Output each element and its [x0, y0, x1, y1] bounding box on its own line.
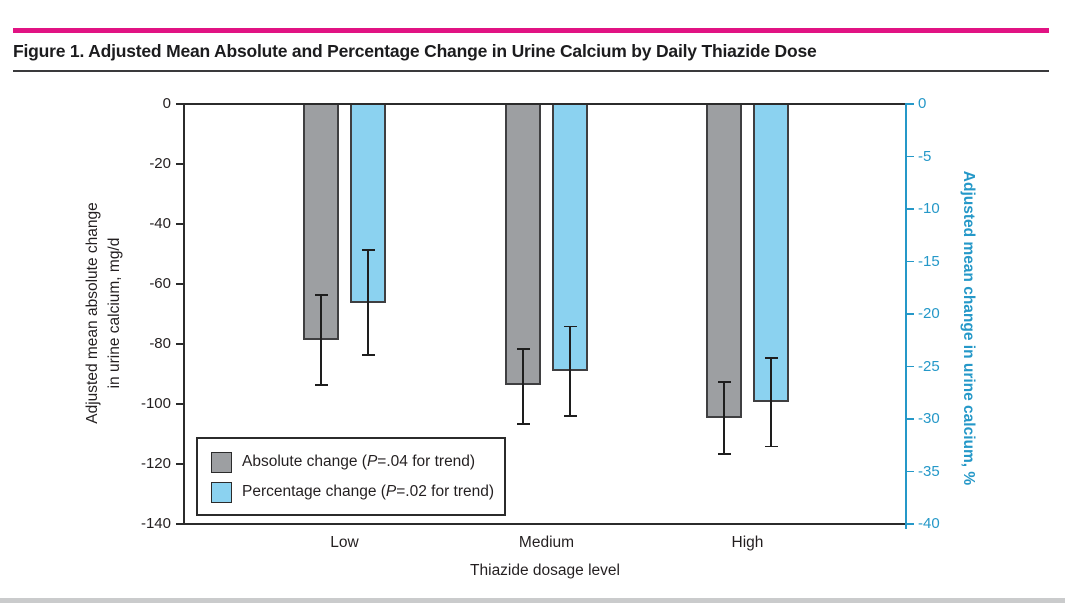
error-bar-cap-upper [361, 249, 375, 251]
left-axis-tick [176, 283, 183, 285]
left-axis-tick-label: -20 [149, 155, 171, 172]
right-y-axis-line [905, 103, 907, 529]
error-bar-stem [522, 349, 524, 424]
error-bar-cap-lower [764, 445, 778, 448]
x-axis-line [183, 523, 905, 525]
right-axis-tick [907, 313, 914, 315]
left-axis-tick [176, 463, 183, 465]
error-bar-stem [569, 326, 571, 416]
right-axis-tick [907, 260, 914, 263]
error-bar-stem [367, 250, 369, 355]
error-bar-stem [723, 382, 725, 454]
left-axis-tick-label: -40 [149, 215, 171, 232]
page-bottom-border [0, 598, 1065, 603]
right-axis-tick [907, 365, 914, 368]
figure-accent-bar [13, 28, 1049, 33]
error-bar-cap-upper [563, 325, 577, 328]
error-bar-cap-upper [717, 381, 731, 383]
left-axis-tick-label: -80 [149, 335, 171, 352]
category-label-medium: Medium [518, 534, 575, 551]
right-axis-tick [907, 523, 914, 525]
right-axis-tick-label: -15 [918, 252, 940, 270]
right-axis-tick-label: 0 [918, 95, 927, 112]
category-label-low: Low [330, 534, 359, 551]
title-divider [13, 70, 1049, 72]
right-axis-tick-label: -40 [918, 515, 940, 532]
left-y-axis-title: Adjusted mean absolute change in urine c… [82, 103, 126, 523]
right-axis-tick-label: -10 [918, 200, 940, 217]
error-bar-cap-lower [361, 354, 375, 356]
error-bar-cap-upper [516, 348, 530, 350]
error-bar-cap-lower [516, 423, 530, 425]
right-y-axis-title: Adjusted mean change in urine calcium, % [960, 170, 977, 486]
legend-swatch-absolute [211, 451, 232, 473]
legend-item: Percentage change (P=.02 for trend) [211, 477, 504, 507]
error-bar-cap-lower [314, 384, 328, 386]
left-y-axis-title-line2: in urine calcium, mg/d [106, 237, 123, 389]
left-axis-tick-label: -60 [149, 275, 171, 292]
left-y-axis-title-line1: Adjusted mean absolute change [84, 202, 101, 424]
left-y-axis-line [183, 103, 185, 525]
x-axis-title: Thiazide dosage level [470, 562, 620, 579]
legend-label: Percentage change (P=.02 for trend) [242, 483, 495, 500]
left-axis-tick [176, 163, 183, 165]
bar-absolute-change-high [706, 103, 742, 418]
category-label-high: High [731, 534, 764, 551]
error-bar-stem [320, 295, 322, 385]
error-bar-cap-upper [764, 357, 778, 359]
legend-item: Absolute change (P=.04 for trend) [211, 447, 504, 477]
chart-legend: Absolute change (P=.04 for trend) Percent… [196, 437, 506, 516]
left-axis-tick [176, 523, 183, 525]
right-axis-tick-label: -5 [918, 147, 932, 165]
left-axis-tick [176, 403, 183, 405]
right-axis-tick [907, 155, 914, 158]
left-axis-tick [176, 343, 183, 345]
left-axis-tick-label: -120 [140, 455, 171, 472]
bar-percentage-change-high [753, 103, 789, 403]
right-axis-tick [907, 418, 914, 420]
legend-swatch-percentage [211, 481, 232, 503]
left-axis-tick-label: -140 [140, 515, 171, 532]
right-axis-tick-label: -20 [918, 305, 940, 322]
right-axis-tick-label: -35 [918, 462, 940, 480]
zero-baseline [183, 103, 905, 105]
error-bar-stem [770, 358, 772, 447]
right-axis-tick [907, 470, 914, 473]
error-bar-cap-upper [314, 294, 328, 296]
right-axis-tick [907, 208, 914, 210]
error-bar-cap-lower [563, 415, 577, 417]
right-axis-tick-label: -25 [918, 357, 940, 375]
right-axis-tick [907, 103, 914, 105]
left-axis-tick [176, 103, 183, 105]
error-bar-cap-lower [717, 453, 731, 455]
left-axis-tick-label: 0 [162, 95, 171, 112]
left-axis-tick-label: -100 [140, 395, 171, 412]
right-axis-tick-label: -30 [918, 410, 940, 427]
figure-title: Figure 1. Adjusted Mean Absolute and Per… [13, 41, 817, 61]
legend-label: Absolute change (P=.04 for trend) [242, 453, 476, 470]
left-axis-tick [176, 223, 183, 225]
bar-absolute-change-medium [505, 103, 541, 385]
